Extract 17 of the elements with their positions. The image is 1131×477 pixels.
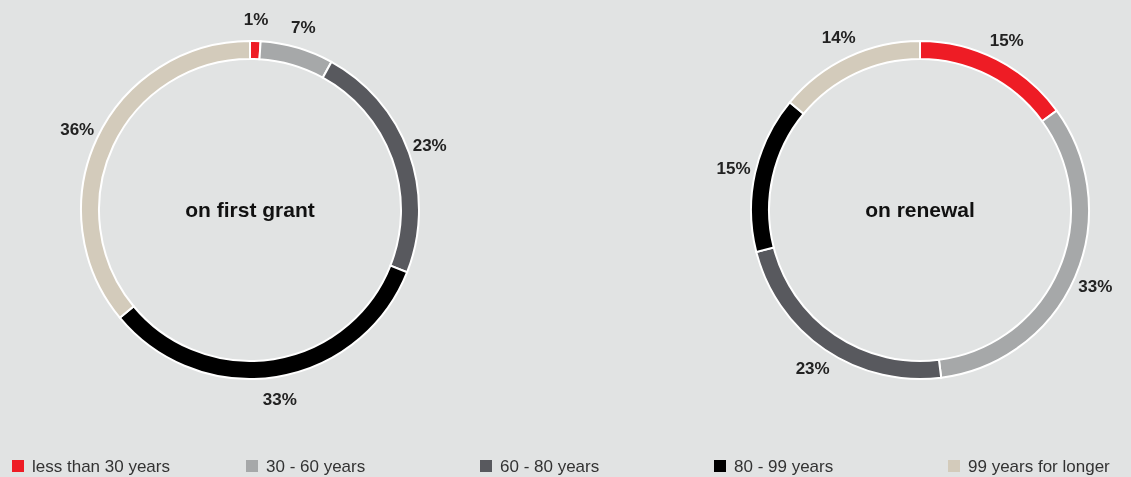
text: on renewal [865,198,975,222]
data-label: 36% [60,119,95,139]
text: on first grant [185,198,315,222]
data-label: 23% [412,136,447,156]
legend-label: 30 - 60 years [266,456,366,476]
legend-label: 80 - 99 years [734,456,834,476]
data-label: 15% [989,30,1024,50]
legend-label: 60 - 80 years [500,456,600,476]
data-label: 14% [821,28,856,48]
data-label: 1% [243,10,269,30]
legend-label: less than 30 years [32,456,170,476]
legend-label: 99 years for longer [968,456,1111,476]
data-label: 33% [1078,276,1113,296]
data-label: 15% [716,159,751,179]
data-label: 7% [291,17,316,37]
data-label: 23% [795,358,830,378]
data-label: 33% [262,389,297,409]
